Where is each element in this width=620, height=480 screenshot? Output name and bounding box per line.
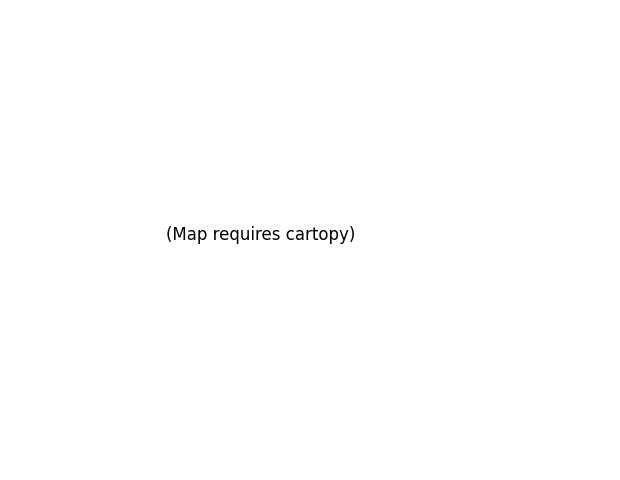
Text: (Map requires cartopy): (Map requires cartopy) [166, 226, 355, 244]
